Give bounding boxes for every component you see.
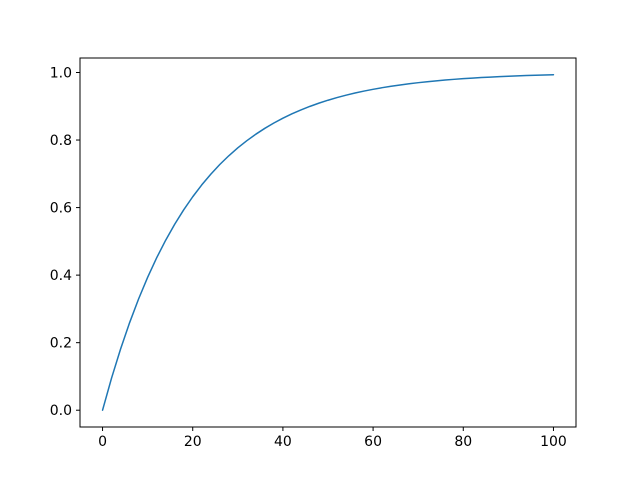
axes-spines [79, 57, 577, 428]
x-tick-label: 20 [184, 434, 202, 450]
x-tick-label: 100 [540, 434, 567, 450]
y-tick-label: 0.2 [50, 336, 72, 352]
data-line-exponential-saturation-curve [101, 74, 555, 411]
x-tick-label: 0 [98, 434, 107, 450]
x-tick-label: 40 [274, 434, 292, 450]
y-tick-label: 1.0 [50, 65, 72, 81]
x-tick-label: 60 [364, 434, 382, 450]
y-tick-label: 0.6 [50, 201, 72, 217]
y-tick-label: 0.4 [50, 268, 72, 284]
x-tick-label: 80 [454, 434, 472, 450]
y-tick-label: 0.8 [50, 133, 72, 149]
y-tick-label: 0.0 [50, 403, 72, 419]
